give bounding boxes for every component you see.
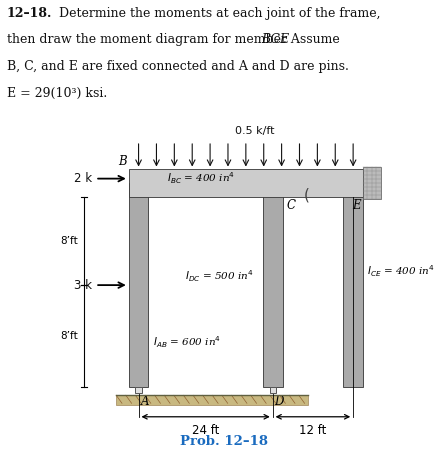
Text: 12–18.: 12–18. xyxy=(7,7,52,20)
Text: Prob. 12–18: Prob. 12–18 xyxy=(180,435,267,448)
Text: 8’ft: 8’ft xyxy=(60,331,78,341)
Text: 3 k: 3 k xyxy=(74,278,92,292)
Bar xyxy=(135,387,142,393)
Bar xyxy=(129,183,148,387)
Bar xyxy=(270,387,276,393)
Text: $I_{AB}$ = 600 in$^4$: $I_{AB}$ = 600 in$^4$ xyxy=(153,334,221,350)
Text: C: C xyxy=(286,199,295,212)
Text: . Assume: . Assume xyxy=(283,33,340,46)
Text: 0.5 k/ft: 0.5 k/ft xyxy=(235,125,274,136)
Text: A: A xyxy=(140,395,149,408)
Text: E = 29(10³) ksi.: E = 29(10³) ksi. xyxy=(7,87,107,99)
Text: 24 ft: 24 ft xyxy=(192,424,219,437)
Text: (: ( xyxy=(304,187,310,202)
Text: $I_{BC}$ = 400 in$^4$: $I_{BC}$ = 400 in$^4$ xyxy=(167,171,235,186)
Text: BCE: BCE xyxy=(261,33,290,46)
Text: 12 ft: 12 ft xyxy=(299,424,327,437)
Bar xyxy=(343,183,363,387)
Bar xyxy=(263,183,283,387)
Bar xyxy=(363,167,381,199)
Text: Determine the moments at each joint of the frame,: Determine the moments at each joint of t… xyxy=(51,7,380,20)
Bar xyxy=(116,395,308,405)
Text: B: B xyxy=(118,155,127,168)
Text: $I_{CE}$ = 400 in$^4$: $I_{CE}$ = 400 in$^4$ xyxy=(367,263,434,279)
Text: 2 k: 2 k xyxy=(73,172,92,185)
Text: $I_{DC}$ = 500 in$^4$: $I_{DC}$ = 500 in$^4$ xyxy=(185,268,253,284)
Text: B, C, and E are fixed connected and A and D are pins.: B, C, and E are fixed connected and A an… xyxy=(7,60,349,73)
Text: D: D xyxy=(274,395,284,408)
Text: then draw the moment diagram for member: then draw the moment diagram for member xyxy=(7,33,291,46)
Text: E: E xyxy=(352,199,361,212)
Bar xyxy=(129,169,363,197)
Text: 8’ft: 8’ft xyxy=(60,236,78,246)
